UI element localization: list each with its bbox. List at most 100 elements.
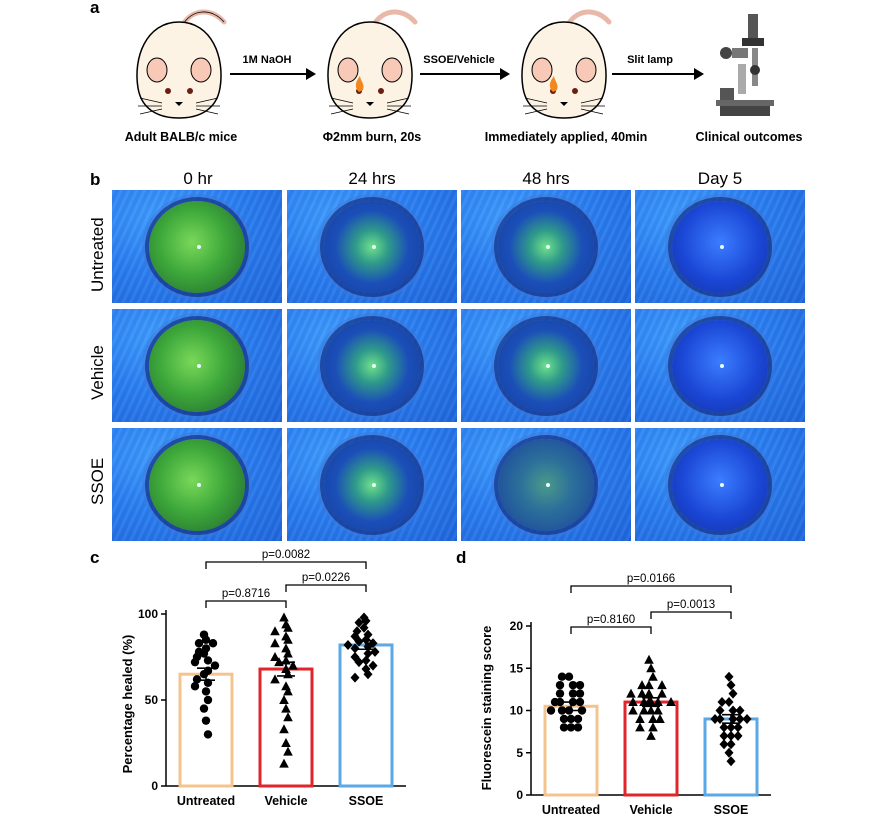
chart-c-point-vehicle-19 (281, 703, 291, 713)
chart-d-point-ssoe-9 (715, 713, 725, 724)
chart-c-point-ssoe-5 (363, 629, 373, 640)
chart-c-xtick-label-vehicle: Vehicle (264, 794, 307, 808)
chart-d-xtick-label-vehicle: Vehicle (629, 803, 672, 817)
slit-lamp-icon (716, 14, 774, 116)
eye-image-untreated-2 (461, 190, 631, 303)
chart-d-point-vehicle-0 (644, 654, 654, 664)
chart-c-pvalue-2: p=0.0226 (302, 572, 350, 584)
chart-c-point-untreated-12 (199, 670, 209, 679)
chart-d-point-ssoe-1 (726, 680, 736, 691)
chart-c-point-vehicle-0 (279, 612, 289, 622)
chart-d-point-untreated-4 (575, 680, 585, 690)
chart-c-point-ssoe-21 (350, 672, 360, 683)
chart-c-point-vehicle-6 (270, 638, 280, 648)
chart-d-pvalue-1: p=0.8160 (587, 614, 635, 626)
chart-percentage-healed: Percentage healed (%) 0 50 100 Untreated Veh… (120, 549, 406, 808)
chart-c-point-vehicle-16 (281, 681, 291, 691)
eye-image-ssoe-3 (635, 428, 805, 541)
chart-c-point-vehicle-9 (270, 652, 280, 661)
chart-d-point-ssoe-5 (728, 705, 738, 716)
chart-d-ytick-label-4: 20 (510, 619, 524, 633)
chart-c-point-untreated-6 (199, 649, 209, 658)
chart-d-point-untreated-1 (557, 672, 567, 681)
chart-d-point-vehicle-4 (637, 680, 647, 690)
treated-mouse-icon (521, 9, 612, 119)
step-caption-4: Clinical outcomes (695, 130, 803, 144)
chart-c-bracket-1 (205, 600, 287, 608)
arrow-label-3: Slit lamp (627, 54, 673, 66)
chart-c-ylabel: Percentage healed (%) (120, 635, 135, 774)
chart-d-point-untreated-20 (559, 723, 569, 732)
chart-c-point-ssoe-18 (368, 660, 378, 671)
chart-d-point-ssoe-22 (726, 756, 736, 767)
chart-c-point-ssoe-20 (363, 669, 373, 680)
chart-c-ytick-label-0: 0 (151, 779, 158, 793)
chart-c-point-ssoe-4 (352, 626, 362, 637)
chart-d-point-vehicle-18 (653, 705, 663, 715)
chart-d-bar-vehicle (623, 700, 679, 797)
panel-letter-c: c (90, 548, 100, 567)
chart-d-point-ssoe-17 (719, 730, 729, 741)
burned-mouse-icon (327, 9, 418, 119)
chart-d-point-vehicle-8 (657, 688, 667, 698)
chart-d-point-vehicle-24 (635, 722, 645, 732)
mouse-icon (136, 9, 227, 119)
chart-d-xtick-label-ssoe: SSOE (714, 803, 749, 817)
chart-c-point-untreated-19 (201, 716, 211, 725)
chart-d-point-ssoe-6 (715, 705, 725, 716)
chart-c-point-ssoe-1 (361, 615, 371, 626)
panel-letter-b: b (90, 170, 101, 189)
chart-d-point-untreated-16 (566, 714, 576, 724)
chart-c-point-untreated-13 (192, 675, 202, 684)
eye-image-vehicle-2 (461, 309, 631, 422)
chart-c-point-untreated-16 (201, 687, 211, 696)
chart-d-point-vehicle-13 (628, 697, 638, 707)
chart-d-point-untreated-6 (555, 689, 565, 698)
chart-c-bracket-2 (285, 584, 367, 592)
chart-d-point-ssoe-3 (724, 697, 734, 708)
fire-icon (355, 76, 364, 92)
chart-d-point-ssoe-18 (733, 730, 743, 741)
chart-d-point-vehicle-17 (639, 705, 649, 715)
chart-d-point-vehicle-9 (626, 688, 636, 698)
chart-c-point-untreated-8 (203, 656, 213, 665)
chart-d-point-ssoe-15 (733, 722, 743, 733)
chart-d-ylabel: Fluorescein staining score (479, 626, 494, 791)
arrow-3 (612, 68, 704, 80)
chart-d-point-untreated-11 (550, 697, 560, 707)
chart-c-point-untreated-9 (190, 657, 200, 667)
arrow-2 (420, 68, 510, 80)
chart-c-point-untreated-20 (203, 730, 213, 739)
chart-d-point-untreated-5 (568, 689, 578, 698)
chart-d-point-vehicle-23 (648, 722, 658, 732)
eye-image-ssoe-2 (461, 428, 631, 541)
chart-d-point-untreated-3 (555, 680, 565, 690)
eye-image-untreated-3 (635, 190, 805, 303)
chart-d-ytick-label-2: 10 (510, 704, 524, 718)
row-head-vehicle: Vehicle (88, 345, 107, 400)
chart-d-point-vehicle-5 (657, 680, 667, 690)
chart-c-point-ssoe-8 (354, 636, 364, 647)
chart-d-point-vehicle-20 (648, 713, 658, 723)
chart-c-ytick-label-2: 100 (138, 607, 158, 621)
arrow-label-1: 1M NaOH (242, 54, 292, 66)
chart-fluorescein-score: Fluorescein staining score 0 5 10 15 20 Untre… (479, 573, 771, 817)
chart-d-point-ssoe-14 (719, 722, 729, 733)
col-head-day5: Day 5 (697, 169, 743, 188)
step-caption-3: Immediately applied, 40min (484, 130, 648, 144)
chart-d-point-ssoe-0 (724, 671, 734, 682)
chart-c-point-vehicle-12 (288, 660, 298, 670)
chart-c-point-vehicle-5 (283, 634, 293, 644)
chart-d-bracket-1 (570, 626, 652, 634)
chart-c-point-vehicle-22 (281, 738, 291, 747)
chart-c-point-vehicle-3 (270, 626, 280, 636)
chart-c-point-vehicle-7 (281, 643, 291, 653)
chart-d-point-ssoe-10 (735, 713, 745, 724)
chart-c-point-untreated-2 (194, 639, 204, 648)
chart-d-point-untreated-19 (566, 723, 576, 732)
eye-image-vehicle-3 (635, 309, 805, 422)
chart-d-point-ssoe-12 (742, 713, 752, 724)
chart-c-point-untreated-18 (199, 704, 209, 713)
panel-letter-a: a (90, 0, 100, 17)
panel-letter-d: d (456, 548, 467, 567)
